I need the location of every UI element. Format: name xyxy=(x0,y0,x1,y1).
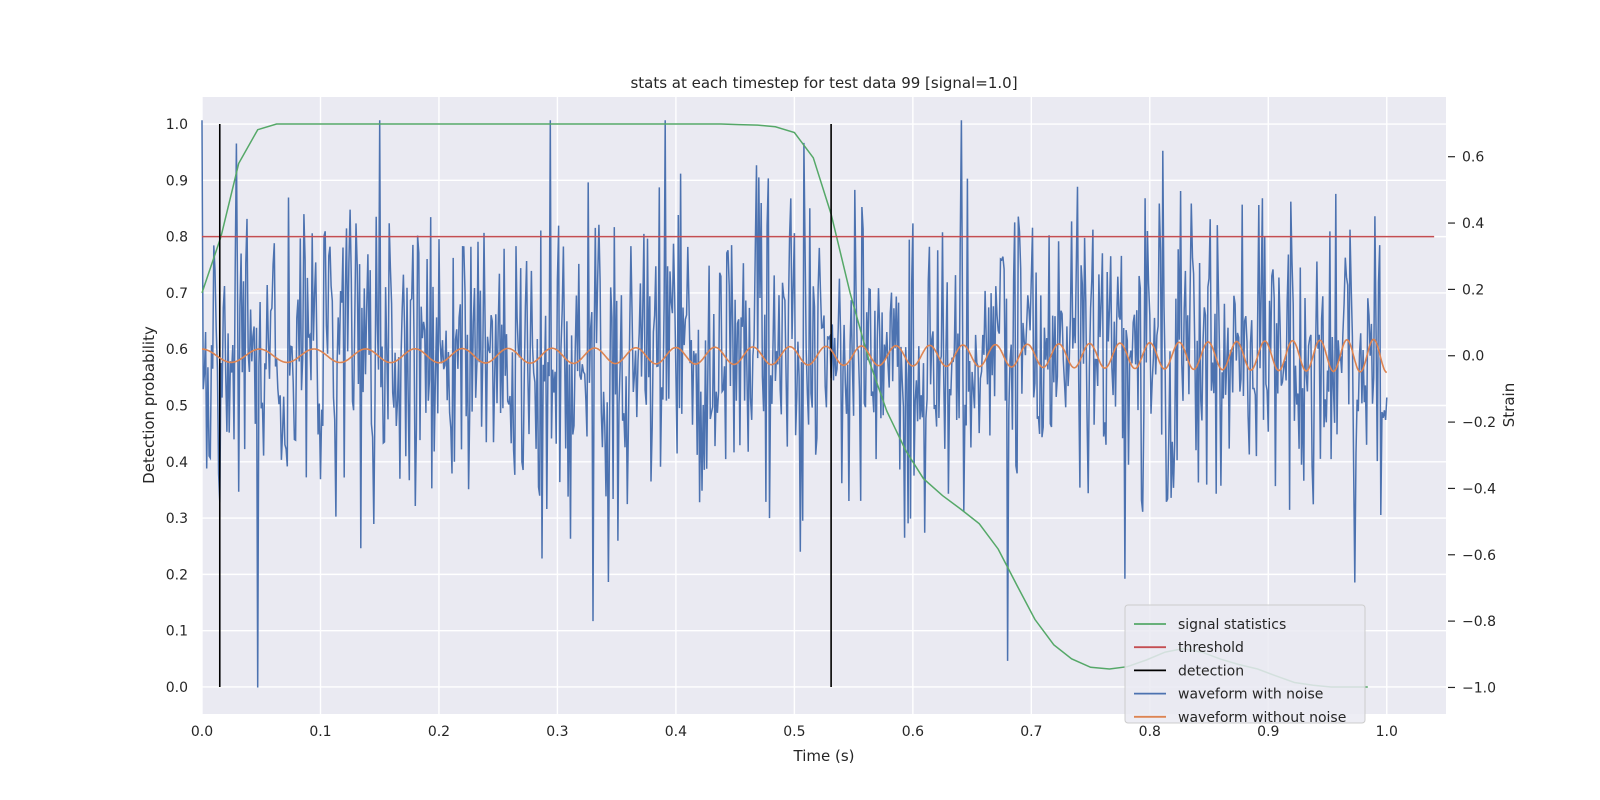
legend-label: waveform with noise xyxy=(1178,687,1323,703)
chart-title: stats at each timestep for test data 99 … xyxy=(630,74,1017,92)
x-tick-label: 0.5 xyxy=(783,724,805,740)
y-right-tick-label: −1.0 xyxy=(1462,680,1496,696)
legend: signal statistics threshold detection wavef… xyxy=(1124,604,1366,726)
y-right-tick-label: 0.4 xyxy=(1462,216,1484,232)
x-tick-label: 0.0 xyxy=(191,724,213,740)
x-tick-label: 0.2 xyxy=(428,724,450,740)
y-left-tick-label: 0.3 xyxy=(166,511,188,527)
x-tick-label: 0.1 xyxy=(309,724,331,740)
y-right-tick-label: −0.6 xyxy=(1462,548,1496,564)
series-waveform-with-noise xyxy=(201,120,1388,688)
legend-label: signal statistics xyxy=(1178,617,1286,633)
axes-layer: 0.0 0.1 0.2 0.3 0.4 0.5 0.6 0.7 0.8 0.9 1.0 0.0 0.1 0… xyxy=(166,117,1496,740)
x-tick-label: 1.0 xyxy=(1376,724,1398,740)
y-left-tick-label: 0.1 xyxy=(166,624,188,640)
legend-label: waveform without noise xyxy=(1178,710,1346,726)
y-right-tick-label: 0.2 xyxy=(1462,282,1484,298)
x-tick-label: 0.4 xyxy=(665,724,687,740)
y-right-tick-label: −0.2 xyxy=(1462,415,1496,431)
x-tick-label: 0.3 xyxy=(546,724,568,740)
legend-box xyxy=(1124,604,1366,724)
y-left-tick-label: 0.8 xyxy=(166,230,188,246)
x-tick-label: 0.9 xyxy=(1257,724,1279,740)
y-right-tick-label: 0.0 xyxy=(1462,349,1484,365)
series-waveform-without-noise xyxy=(202,338,1387,374)
y-left-tick-label: 0.9 xyxy=(166,173,188,189)
y-left-tick-label: 0.0 xyxy=(166,680,188,696)
y-right-tick-label: −0.8 xyxy=(1462,614,1496,630)
x-axis-title: Time (s) xyxy=(793,747,855,765)
y-left-tick-label: 1.0 xyxy=(166,117,188,133)
legend-label: threshold xyxy=(1178,640,1244,656)
y-left-tick-label: 0.5 xyxy=(166,399,188,415)
y-left-tick-label: 0.7 xyxy=(166,286,188,302)
y-right-tick-label: 0.6 xyxy=(1462,150,1484,166)
legend-label: detection xyxy=(1178,663,1244,679)
x-tick-label: 0.8 xyxy=(1139,724,1161,740)
y-right-tick-label: −0.4 xyxy=(1462,481,1496,497)
y-axis-left-title: Detection probability xyxy=(140,326,158,484)
y-left-tick-label: 0.4 xyxy=(166,455,188,471)
y-left-tick-label: 0.2 xyxy=(166,567,188,583)
y-axis-right-title: Strain xyxy=(1500,383,1518,427)
y-left-tick-label: 0.6 xyxy=(166,342,188,358)
x-tick-label: 0.7 xyxy=(1020,724,1042,740)
x-tick-label: 0.6 xyxy=(902,724,924,740)
